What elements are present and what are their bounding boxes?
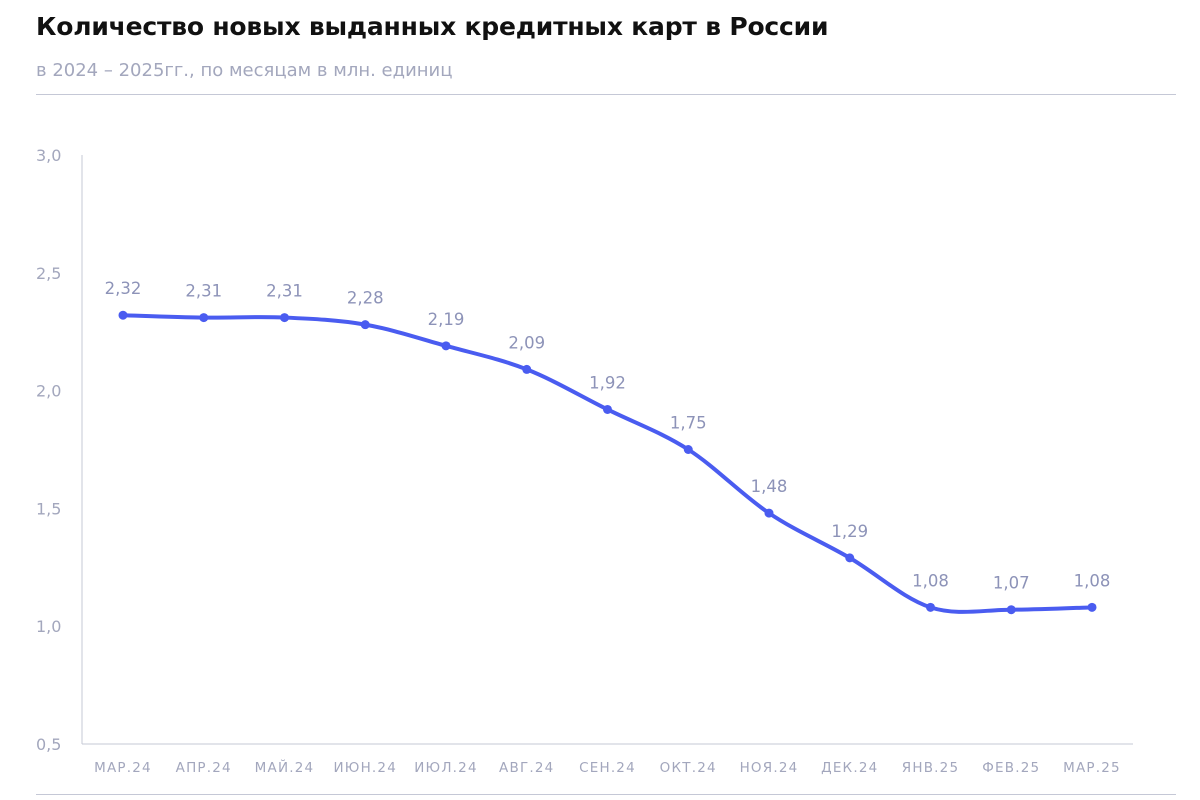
y-tick-label: 0,5 (36, 735, 61, 754)
data-label: 1,08 (912, 571, 949, 590)
y-tick-label: 1,5 (36, 499, 61, 518)
footer-divider (36, 794, 1176, 795)
x-tick-label: АПР.24 (176, 760, 232, 776)
data-point (845, 553, 855, 563)
data-point (1006, 605, 1016, 615)
data-label: 2,32 (105, 279, 142, 298)
data-label: 1,29 (831, 522, 868, 541)
x-tick-label: МАЙ.24 (255, 758, 315, 776)
y-axis: 0,5 1,0 1,5 2,0 2,5 3,0 (36, 146, 83, 754)
x-tick-label: ОКТ.24 (660, 760, 717, 776)
x-tick-label: СЕН.24 (579, 760, 636, 776)
data-point (522, 364, 532, 374)
x-tick-label: ДЕК.24 (821, 760, 878, 776)
data-label: 2,09 (508, 333, 545, 352)
x-tick-label: НОЯ.24 (740, 760, 799, 776)
x-tick-label: МАР.24 (94, 760, 152, 776)
data-point (441, 341, 451, 351)
chart-title: Количество новых выданных кредитных карт… (36, 12, 829, 41)
data-label: 2,31 (185, 282, 222, 301)
x-tick-label: МАР.25 (1063, 760, 1121, 776)
data-point (926, 602, 935, 612)
x-tick-label: ИЮЛ.24 (414, 760, 478, 776)
data-label: 2,28 (347, 289, 384, 308)
data-label: 1,07 (993, 574, 1030, 593)
data-point (603, 404, 612, 414)
series-new-credit-cards (118, 310, 1097, 615)
data-label: 1,75 (670, 414, 707, 433)
x-tick-label: ИЮН.24 (334, 760, 398, 776)
y-tick-label: 2,0 (36, 382, 61, 401)
y-tick-label: 1,0 (36, 617, 61, 636)
header-divider (36, 94, 1176, 95)
data-label: 1,48 (751, 477, 788, 496)
chart-subtitle: в 2024 – 2025гг., по месяцам в млн. един… (36, 60, 453, 81)
y-tick-label: 2,5 (36, 264, 61, 283)
data-label: 1,08 (1074, 571, 1111, 590)
data-label: 2,31 (266, 282, 303, 301)
x-axis: МАР.24 АПР.24 МАЙ.24 ИЮН.24 ИЮЛ.24 АВГ.24 СЕН.… (82, 743, 1133, 776)
data-point (1087, 602, 1097, 612)
data-point (199, 313, 209, 323)
data-labels: 2,32 2,31 2,31 2,28 2,19 2,09 1,92 1,75 1,48 1,29… (105, 279, 1111, 593)
x-tick-label: ЯНВ.25 (902, 760, 959, 776)
y-tick-label: 3,0 (36, 146, 61, 165)
data-point (764, 508, 774, 518)
data-point (280, 313, 289, 323)
data-point (683, 445, 693, 454)
x-tick-label: АВГ.24 (499, 760, 554, 776)
x-tick-label: ФЕВ.25 (982, 760, 1040, 776)
data-label: 1,92 (589, 373, 626, 392)
data-point (360, 320, 370, 330)
data-point (118, 310, 128, 320)
series-line (121, 313, 1094, 614)
data-label: 2,19 (428, 310, 465, 329)
